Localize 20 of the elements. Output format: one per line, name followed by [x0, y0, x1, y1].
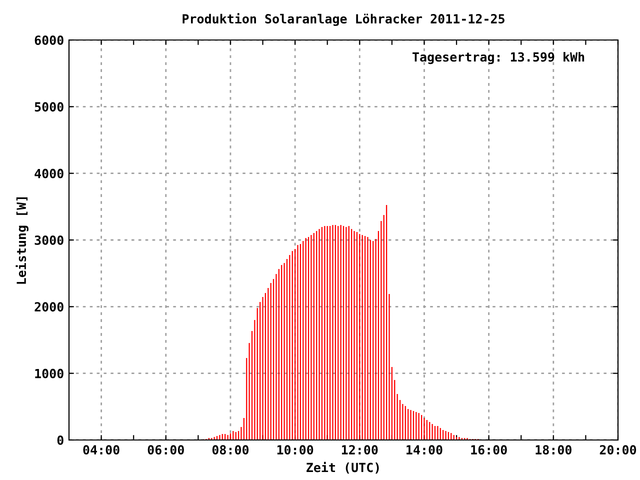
y-tick-label: 5000: [34, 102, 64, 112]
chart-title: Produktion Solaranlage Löhracker 2011-12-25: [182, 13, 504, 26]
y-tick-label: 0: [57, 435, 64, 445]
x-tick-label: 06:00: [148, 445, 184, 455]
y-tick-label: 4000: [34, 168, 64, 178]
y-tick-label: 3000: [34, 235, 64, 245]
x-tick-label: 08:00: [212, 445, 249, 455]
x-tick-label: 10:00: [277, 445, 314, 455]
y-axis-title: Leistung [W]: [16, 197, 28, 284]
y-tick-label: 6000: [34, 35, 64, 45]
x-tick-label: 04:00: [83, 445, 120, 455]
x-axis-title: Zeit (UTC): [306, 462, 379, 474]
y-tick-label: 1000: [35, 368, 64, 378]
x-tick-label: 20:00: [600, 445, 636, 455]
x-tick-label: 16:00: [471, 445, 507, 455]
annotation: Tagesertrag: 13.599 kWh: [412, 52, 584, 64]
x-tick-label: 12:00: [342, 445, 378, 455]
y-tick-label: 2000: [34, 302, 64, 312]
x-tick-label: 14:00: [406, 445, 442, 455]
x-tick-label: 18:00: [536, 445, 572, 455]
